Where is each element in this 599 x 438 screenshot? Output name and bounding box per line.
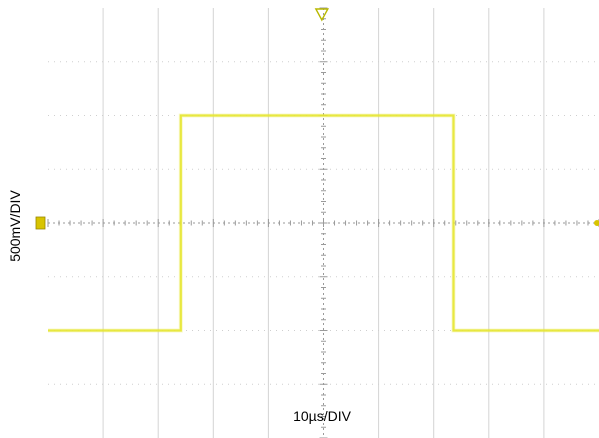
x-axis-label: 10µs/DIV (293, 408, 352, 424)
ground-level-icon (35, 216, 46, 230)
right-edge-marker-icon (594, 220, 599, 226)
trigger-icon (314, 8, 330, 22)
graticule (47, 7, 599, 438)
y-axis-label: 500mV/DIV (7, 190, 23, 262)
trace-noise-band (48, 113, 599, 333)
trace-line (48, 114, 599, 332)
markers (35, 8, 599, 230)
waveform-trace (48, 113, 599, 333)
